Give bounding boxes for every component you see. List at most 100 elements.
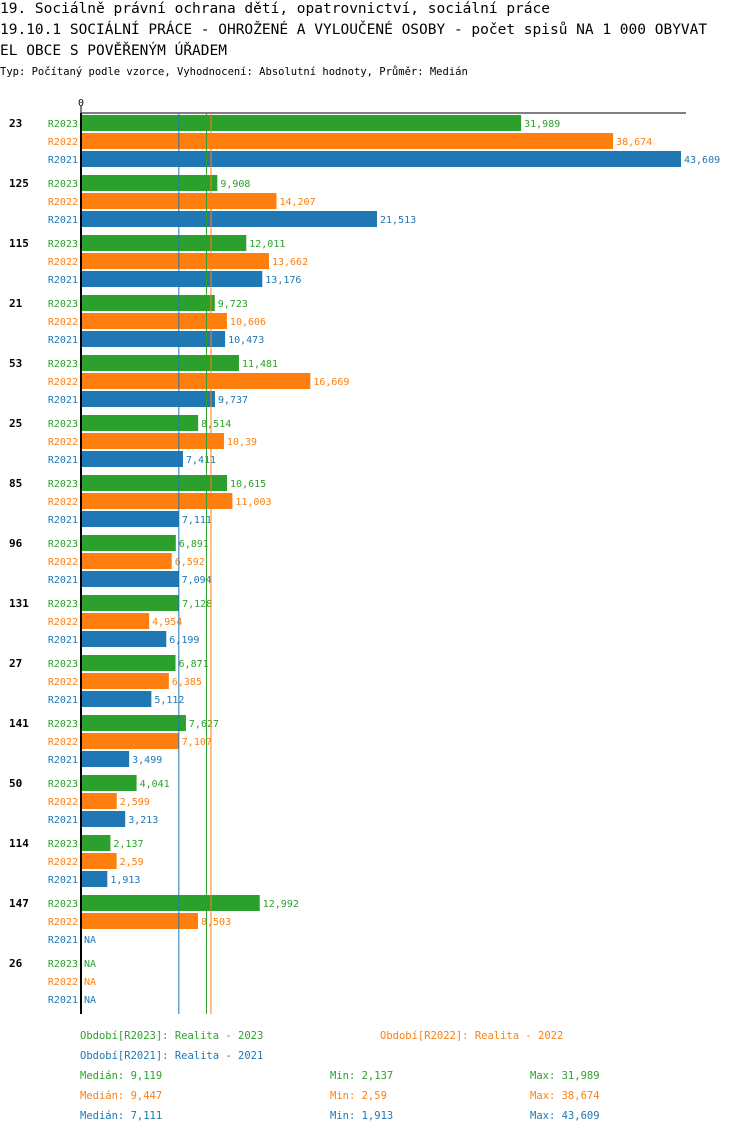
category-label: 50 xyxy=(9,777,22,790)
data-label: 2,137 xyxy=(113,839,143,850)
bar xyxy=(81,913,198,929)
bar xyxy=(81,295,215,311)
data-label: 6,199 xyxy=(169,635,199,646)
bar xyxy=(81,613,150,629)
bar xyxy=(81,595,180,611)
category-label: 21 xyxy=(9,297,23,310)
data-label: 6,385 xyxy=(172,677,202,688)
series-label: R2023 xyxy=(48,359,78,370)
data-label: 2,59 xyxy=(120,857,144,868)
category-label: 114 xyxy=(9,837,29,850)
bar xyxy=(81,535,176,551)
bar xyxy=(81,253,269,269)
category-label: 23 xyxy=(9,117,22,130)
bar xyxy=(81,391,215,407)
data-label: 14,207 xyxy=(279,197,315,208)
bar xyxy=(81,475,228,491)
series-label: R2022 xyxy=(48,797,78,808)
data-label: 7,411 xyxy=(186,455,216,466)
data-label: 10,39 xyxy=(227,437,257,448)
bar xyxy=(81,115,522,131)
data-label: NA xyxy=(84,959,96,970)
data-label: 5,112 xyxy=(154,695,184,706)
series-label: R2022 xyxy=(48,317,78,328)
series-label: R2023 xyxy=(48,119,78,130)
category-label: 96 xyxy=(9,537,23,550)
bar xyxy=(81,235,247,251)
bar xyxy=(81,553,172,569)
x-axis-zero-label: 0 xyxy=(78,98,84,109)
bar xyxy=(81,655,176,671)
bar xyxy=(81,331,226,347)
category-label: 26 xyxy=(9,957,23,970)
data-label: 38,674 xyxy=(616,137,652,148)
stat-median-r2021: Medián: 7,111 xyxy=(80,1110,163,1122)
category-label: 125 xyxy=(9,177,29,190)
series-label: R2021 xyxy=(48,875,78,886)
data-label: 13,176 xyxy=(265,275,301,286)
data-label: 9,737 xyxy=(218,395,248,406)
data-label: 11,481 xyxy=(242,359,278,370)
bar xyxy=(81,493,233,509)
data-label: 7,111 xyxy=(182,515,212,526)
series-label: R2022 xyxy=(48,137,78,148)
series-label: R2023 xyxy=(48,899,78,910)
data-label: 6,871 xyxy=(179,659,209,670)
bar xyxy=(81,415,199,431)
data-label: 3,213 xyxy=(128,815,158,826)
data-label: 9,723 xyxy=(218,299,248,310)
data-label: 7,094 xyxy=(182,575,212,586)
series-label: R2021 xyxy=(48,695,78,706)
series-label: R2021 xyxy=(48,755,78,766)
series-label: R2022 xyxy=(48,497,78,508)
bar xyxy=(81,433,224,449)
series-label: R2021 xyxy=(48,995,78,1006)
bar xyxy=(81,751,130,767)
chart-subtitle: Typ: Počítaný podle vzorce, Vyhodnocení:… xyxy=(0,66,468,78)
stat-max-r2023: Max: 31,989 xyxy=(530,1070,600,1082)
series-label: R2023 xyxy=(48,239,78,250)
stat-min-r2022: Min: 2,59 xyxy=(330,1090,387,1102)
series-label: R2021 xyxy=(48,215,78,226)
data-label: 12,011 xyxy=(249,239,285,250)
bar xyxy=(81,211,377,227)
bar xyxy=(81,373,311,389)
bar xyxy=(81,271,263,287)
series-label: R2021 xyxy=(48,815,78,826)
series-label: R2023 xyxy=(48,539,78,550)
data-label: 7,107 xyxy=(182,737,212,748)
stat-min-r2023: Min: 2,137 xyxy=(330,1070,394,1082)
bar xyxy=(81,451,183,467)
series-label: R2021 xyxy=(48,515,78,526)
series-label: R2023 xyxy=(48,479,78,490)
series-label: R2023 xyxy=(48,659,78,670)
stat-median-r2022: Medián: 9,447 xyxy=(80,1090,163,1102)
series-label: R2022 xyxy=(48,437,78,448)
bar xyxy=(81,871,108,887)
bar xyxy=(81,673,169,689)
data-label: NA xyxy=(84,935,96,946)
series-label: R2022 xyxy=(48,377,78,388)
legend-r2022: Období[R2022]: Realita - 2022 xyxy=(380,1030,564,1042)
chart-title-line-3: EL OBCE S POVĚŘENÝM ÚŘADEM xyxy=(0,43,227,59)
series-label: R2023 xyxy=(48,779,78,790)
category-label: 115 xyxy=(9,237,29,250)
data-label: 6,592 xyxy=(175,557,205,568)
data-label: 8,514 xyxy=(201,419,231,430)
series-label: R2023 xyxy=(48,419,78,430)
bar xyxy=(81,355,239,371)
category-label: 131 xyxy=(9,597,29,610)
data-label: 1,913 xyxy=(110,875,140,886)
bar xyxy=(81,631,167,647)
category-label: 27 xyxy=(9,657,22,670)
data-label: 31,989 xyxy=(524,119,560,130)
series-label: R2023 xyxy=(48,599,78,610)
data-label: 43,609 xyxy=(684,155,720,166)
data-label: NA xyxy=(84,995,96,1006)
series-label: R2023 xyxy=(48,839,78,850)
category-label: 147 xyxy=(9,897,29,910)
bar xyxy=(81,715,186,731)
series-label: R2021 xyxy=(48,635,78,646)
bar xyxy=(81,571,179,587)
bar xyxy=(81,151,681,167)
